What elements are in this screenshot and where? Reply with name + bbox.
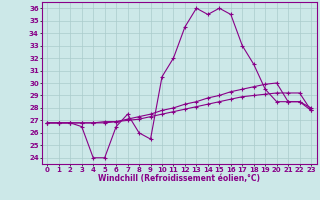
- X-axis label: Windchill (Refroidissement éolien,°C): Windchill (Refroidissement éolien,°C): [98, 174, 260, 183]
